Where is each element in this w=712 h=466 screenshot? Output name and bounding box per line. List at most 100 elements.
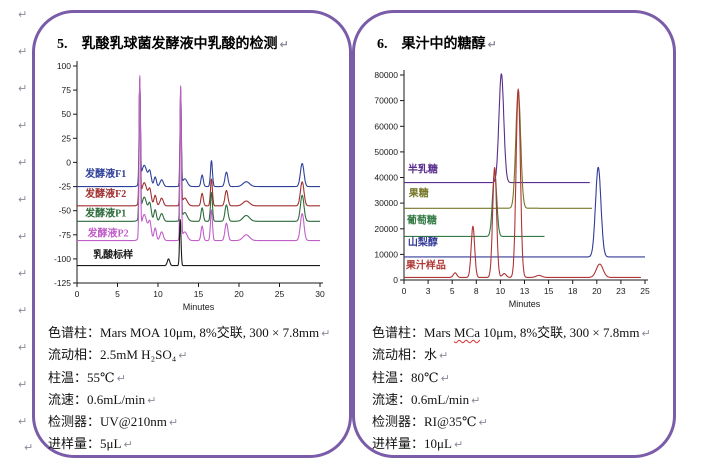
y-tick-label: -100 (54, 254, 71, 264)
x-tick-label: 25 (640, 286, 650, 296)
spec-value: 2.5mM H₂SO₄ (100, 347, 177, 363)
chromatogram-lactic-acid: 100 75 50 25 0 -25 -50 -75 -100 -125 0 5 10 15 20 25 30 M… (54, 61, 325, 312)
spec-value: 5μL (100, 436, 122, 452)
x-tick-label: 0 (402, 286, 407, 296)
trace-label: 山梨醇 (408, 235, 438, 248)
y-tick-label: 50 (62, 109, 72, 119)
paragraph-mark: ↵ (18, 304, 28, 317)
spec-label: 流速： (48, 391, 88, 407)
y-tick-label: 80000 (374, 70, 398, 80)
y-tick-label: 60000 (374, 121, 398, 131)
spec-line: 流动相：2.5mM H₂SO₄ ↵ (48, 344, 330, 366)
paragraph-mark: ↵ (18, 267, 28, 280)
trace-label: 发酵液F1 (84, 167, 126, 180)
x-tick-label: 10 (153, 289, 163, 299)
x-tick-label: 18 (568, 286, 578, 296)
x-tick-label: 20 (234, 289, 244, 299)
y-tick-label: 10000 (374, 249, 398, 259)
spec-label: 进样量： (372, 436, 425, 452)
spec-line: 柱温：55℃ ↵ (48, 367, 330, 389)
panel-juice-sugar-alcohols: 6. 果汁中的糖醇 ↵ (352, 10, 676, 458)
spec-line: 流速：0.6mL/min ↵ (48, 389, 330, 411)
paragraph-mark: ↵ (279, 38, 289, 51)
paragraph-mark: ↵ (116, 371, 126, 385)
spec-label: 检测器： (48, 414, 101, 430)
x-axis-title: Minutes (509, 299, 541, 309)
spec-line: 进样量：5μL ↵ (48, 433, 330, 455)
trace-label: 葡萄糖 (406, 214, 437, 227)
method-specs-left: 色谱柱：Mars MOA 10μm, 8%交联, 300 × 7.8mm ↵ 流动相… (48, 322, 330, 456)
chromatogram-trace (403, 73, 590, 184)
y-tick-label: -25 (59, 182, 72, 192)
paragraph-mark: ↵ (641, 327, 651, 340)
panel-title-left: 5. 乳酸乳球菌发酵液中乳酸的检测 ↵ (57, 33, 349, 53)
spec-line: 流速：0.6mL/min ↵ (372, 389, 651, 411)
section-title-text: 果汁中的糖醇 (401, 37, 486, 52)
x-tick-label: 30 (315, 289, 325, 299)
section-number: 5. (57, 37, 68, 52)
chromatogram-trace (76, 83, 321, 188)
spec-label: 流动相： (48, 347, 101, 363)
paragraph-mark: ↵ (439, 349, 449, 363)
x-tick-label: 10 (496, 286, 506, 296)
paragraph-mark: ↵ (487, 38, 497, 51)
spec-value: Mars MOA 10μm, 8%交联, 300 × 7.8mm (100, 325, 320, 340)
spec-line: 检测器：RI@35℃ ↵ (372, 411, 651, 433)
paragraph-mark: ↵ (18, 45, 28, 58)
spec-label: 柱温： (48, 369, 88, 385)
spec-label: 检测器： (372, 414, 425, 430)
x-tick-label: 8 (474, 286, 479, 296)
section-number: 6. (377, 37, 388, 52)
x-tick-label: 15 (194, 289, 204, 299)
y-tick-label: 30000 (374, 198, 398, 208)
paragraph-mark: ↵ (18, 341, 28, 354)
spec-label: 进样量： (48, 436, 101, 452)
spec-value: 0.6mL/min (411, 391, 470, 407)
paragraph-mark: ↵ (321, 327, 331, 340)
chromatogram-sugar-alcohols: 80000 70000 60000 50000 40000 30000 20000 10000… (374, 70, 650, 309)
paragraph-mark: ↵ (147, 393, 157, 407)
y-tick-label: 0 (393, 275, 398, 285)
paragraph-mark: ↵ (18, 378, 28, 391)
spec-line: 进样量：10μL ↵ (372, 433, 651, 455)
trace-label: 乳酸标样 (93, 248, 133, 261)
chromatogram-trace (76, 75, 321, 242)
spec-value: 水 (424, 347, 438, 363)
x-tick-label: 0 (75, 289, 80, 299)
paragraph-mark: ↵ (18, 82, 28, 95)
trace-label: 发酵液F2 (84, 187, 126, 200)
paragraph-mark: ↵ (478, 416, 488, 430)
chromatogram-trace (403, 89, 593, 209)
spec-value: 80℃ (411, 369, 439, 385)
x-tick-label: 5 (115, 289, 120, 299)
x-tick-label: 13 (520, 286, 530, 296)
x-tick-label: 23 (616, 286, 626, 296)
paragraph-mark: ↵ (18, 156, 28, 169)
y-tick-label: -75 (59, 230, 72, 240)
spec-line: 色谱柱：Mars MCa 10μm, 8%交联, 300 × 7.8mm ↵ (372, 322, 651, 344)
panel-title-right: 6. 果汁中的糖醇 ↵ (377, 33, 673, 53)
paragraph-mark: ↵ (471, 393, 481, 407)
trace-label: 半乳糖 (408, 162, 438, 175)
spec-value: UV@210nm (100, 414, 167, 430)
chromatogram-trace (76, 77, 321, 222)
x-tick-label: 25 (275, 289, 285, 299)
y-tick-label: 100 (57, 61, 71, 71)
trace-label: 发酵液P2 (87, 227, 129, 240)
paragraph-mark: ↵ (123, 438, 133, 452)
chromatogram-trace (403, 166, 646, 258)
y-tick-label: -50 (59, 206, 72, 216)
x-tick-label: 15 (544, 286, 554, 296)
trace-label: 果糖 (408, 187, 429, 200)
spec-label: 流动相： (372, 347, 425, 363)
y-tick-label: 40000 (374, 173, 398, 183)
spellcheck-marked-text: MCa (453, 325, 480, 340)
x-tick-label: 5 (450, 286, 455, 296)
spec-line: 色谱柱：Mars MOA 10μm, 8%交联, 300 × 7.8mm ↵ (48, 322, 330, 344)
trace-label: 发酵液P1 (84, 207, 126, 220)
method-specs-right: 色谱柱：Mars MCa 10μm, 8%交联, 300 × 7.8mm ↵ 流动相… (372, 322, 651, 456)
section-title-text: 乳酸乳球菌发酵液中乳酸的检测 (81, 37, 278, 52)
x-tick-label: 3 (426, 286, 431, 296)
chromatogram-trace (76, 79, 321, 207)
